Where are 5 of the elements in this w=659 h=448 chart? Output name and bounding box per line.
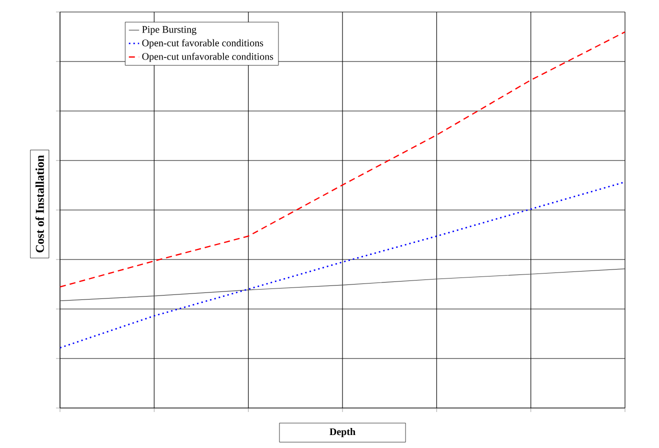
legend-label: Open-cut favorable conditions xyxy=(142,39,264,48)
legend-label: Pipe Bursting xyxy=(142,26,196,35)
legend-label: Open-cut unfavorable conditions xyxy=(142,52,274,62)
y-axis-title: Cost of Installation xyxy=(35,155,44,252)
x-axis-title: Depth xyxy=(330,428,356,438)
